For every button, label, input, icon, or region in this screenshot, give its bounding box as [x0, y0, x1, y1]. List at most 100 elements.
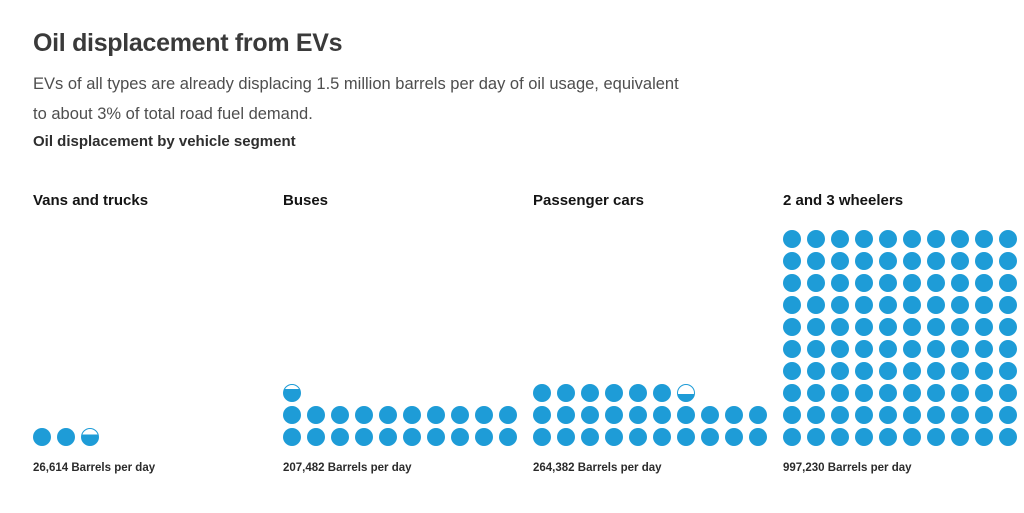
dot-full: [879, 318, 897, 336]
dot-row: [783, 274, 1017, 292]
dot-full: [975, 406, 993, 424]
dot-full: [629, 384, 647, 402]
dot-full: [975, 340, 993, 358]
dot-full: [533, 428, 551, 446]
segment-label-2-and-3-wheelers: 2 and 3 wheelers: [783, 192, 904, 209]
dot-row: [283, 406, 517, 424]
dot-row: [783, 340, 1017, 358]
dot-row: [533, 406, 767, 424]
dot-full: [951, 252, 969, 270]
dot-full: [831, 406, 849, 424]
segment-2-and-3-wheelers: 2 and 3 wheelers 997,230 Barrels per day: [783, 190, 1024, 513]
dot-full: [927, 252, 945, 270]
dot-full: [999, 406, 1017, 424]
dot-row: [783, 296, 1017, 314]
dot-full: [903, 384, 921, 402]
dot-full: [307, 406, 325, 424]
dot-full: [951, 384, 969, 402]
dot-full: [975, 252, 993, 270]
dot-full: [855, 428, 873, 446]
dot-full: [927, 428, 945, 446]
dot-row: [783, 384, 1017, 402]
dot-row: [783, 406, 1017, 424]
dot-full: [605, 384, 623, 402]
value-label-2-and-3-wheelers: 997,230 Barrels per day: [783, 462, 912, 474]
dot-full: [831, 274, 849, 292]
dot-full: [879, 384, 897, 402]
dot-full: [951, 406, 969, 424]
dot-full: [975, 384, 993, 402]
dot-full: [807, 428, 825, 446]
dot-full: [331, 428, 349, 446]
dot-full: [903, 230, 921, 248]
dot-row: [783, 252, 1017, 270]
dot-full: [701, 406, 719, 424]
dot-full: [831, 318, 849, 336]
dot-grid-passenger-cars: [533, 384, 767, 446]
segment-vans-and-trucks: Vans and trucks 26,614 Barrels per day: [33, 190, 283, 513]
dot-full: [999, 384, 1017, 402]
dot-full: [701, 428, 719, 446]
dot-full: [999, 340, 1017, 358]
dot-full: [653, 428, 671, 446]
dot-full: [903, 318, 921, 336]
dot-full: [855, 274, 873, 292]
dot-full: [831, 384, 849, 402]
dot-full: [975, 296, 993, 314]
value-label-passenger-cars: 264,382 Barrels per day: [533, 462, 662, 474]
dot-full: [951, 318, 969, 336]
dot-full: [581, 428, 599, 446]
dot-full: [749, 428, 767, 446]
dot-row: [783, 318, 1017, 336]
dot-full: [999, 296, 1017, 314]
dot-row: [783, 230, 1017, 248]
dot-row: [33, 428, 99, 446]
segment-label-passenger-cars: Passenger cars: [533, 192, 644, 209]
segment-buses: Buses 207,482 Barrels per day: [283, 190, 533, 513]
dot-full: [855, 296, 873, 314]
chart-section-label: Oil displacement by vehicle segment: [33, 133, 296, 150]
dot-full: [783, 362, 801, 380]
dot-full: [451, 428, 469, 446]
dot-full: [903, 296, 921, 314]
dot-full: [427, 406, 445, 424]
dot-full: [927, 318, 945, 336]
dot-full: [783, 340, 801, 358]
dot-full: [951, 362, 969, 380]
dot-full: [831, 340, 849, 358]
dot-full: [403, 428, 421, 446]
dot-partial: [283, 384, 301, 402]
dot-full: [975, 274, 993, 292]
dot-full: [999, 230, 1017, 248]
dot-full: [951, 230, 969, 248]
dot-full: [677, 406, 695, 424]
dot-full: [951, 274, 969, 292]
dot-full: [605, 406, 623, 424]
segment-label-buses: Buses: [283, 192, 329, 209]
dot-full: [999, 362, 1017, 380]
dot-full: [533, 406, 551, 424]
dot-full: [927, 274, 945, 292]
dot-full: [951, 296, 969, 314]
dot-full: [783, 230, 801, 248]
dot-full: [677, 428, 695, 446]
dot-full: [355, 428, 373, 446]
dot-full: [879, 296, 897, 314]
dot-partial: [81, 428, 99, 446]
dot-full: [879, 340, 897, 358]
dot-full: [879, 252, 897, 270]
dot-full: [903, 428, 921, 446]
dot-full: [951, 428, 969, 446]
dot-full: [927, 340, 945, 358]
dot-full: [927, 362, 945, 380]
dot-full: [629, 428, 647, 446]
value-label-vans-and-trucks: 26,614 Barrels per day: [33, 462, 156, 474]
dot-full: [855, 362, 873, 380]
dot-full: [533, 384, 551, 402]
dot-row: [783, 428, 1017, 446]
dot-full: [783, 318, 801, 336]
dot-full: [807, 296, 825, 314]
dot-full: [927, 296, 945, 314]
dot-grid-buses: [283, 384, 517, 446]
page-title: Oil displacement from EVs: [33, 28, 343, 57]
